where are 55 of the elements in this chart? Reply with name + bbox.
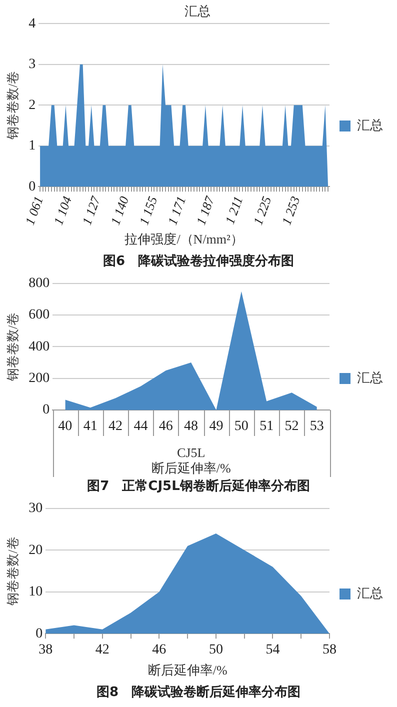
x-tick-label: 52 [284, 419, 299, 434]
y-tick-label: 2 [28, 98, 36, 113]
text: CJ5L [176, 445, 206, 460]
x-axis-title: 拉伸强度/（N/mm²） [124, 232, 244, 247]
x-tick-label: 44 [134, 419, 148, 434]
x-tick-label: 1 171 [164, 194, 189, 227]
y-tick-label: 0 [28, 179, 36, 194]
x-tick-label: 49 [209, 419, 224, 434]
x-tick-label: 1 061 [22, 194, 46, 227]
x-tick-label: 54 [266, 642, 280, 658]
y-axis-title: 钢卷卷数/卷 [5, 312, 20, 382]
x-tick-label: 48 [184, 419, 198, 434]
x-tick-label: 1 225 [250, 194, 274, 227]
x-tick-label: 40 [58, 419, 72, 434]
x-tick-label: 1 127 [79, 194, 104, 227]
x-tick-label: 41 [83, 419, 98, 434]
x-tick-label: 42 [95, 642, 110, 658]
x-tick-label: 1 187 [193, 194, 218, 227]
y-tick-label: 800 [28, 276, 50, 292]
x-axis-title: 断后延伸率/% [148, 662, 228, 678]
y-tick-label: 200 [28, 371, 50, 386]
x-tick-label: 1 253 [278, 194, 303, 227]
x-tick-label: 50 [234, 419, 248, 434]
x-tick-label: 46 [158, 419, 173, 434]
y-tick-label: 0 [36, 626, 43, 642]
y-tick-label: 20 [28, 542, 43, 558]
y-tick-label: 4 [28, 16, 36, 32]
x-tick-label: 1 104 [50, 194, 75, 227]
y-axis-title: 钢卷卷数/卷 [5, 70, 20, 140]
x-tick-label: 42 [108, 419, 123, 434]
y-tick-label: 1 [28, 138, 36, 154]
y-tick-label: 30 [28, 501, 43, 516]
y-tick-label: 3 [28, 57, 36, 72]
x-tick-label: 53 [310, 419, 324, 434]
legend-label: 汇总 [357, 370, 383, 386]
x-tick-label: 58 [322, 642, 336, 658]
x-tick-label: 38 [38, 642, 53, 658]
x-tick-label: 1 140 [108, 194, 132, 227]
chart-title: 汇总 [184, 3, 210, 18]
x-tick-label: 46 [152, 642, 166, 658]
caption: 图8 降碳试验卷断后延伸率分布图 [95, 684, 302, 702]
x-tick-label: 1 155 [136, 194, 160, 227]
x-tick-label: 50 [208, 642, 223, 658]
caption: 图7 正常CJ5L钢卷断后延伸率分布图 [86, 478, 311, 496]
legend-label: 汇总 [357, 586, 383, 601]
y-tick-label: 600 [28, 308, 50, 323]
caption: 图6 降碳试验卷拉伸强度分布图 [102, 252, 296, 271]
x-tick-label: 1 211 [222, 194, 246, 226]
x-axis-title: 断后延伸率/% [151, 460, 231, 476]
y-tick-label: 10 [28, 584, 43, 600]
y-tick-label: 400 [28, 339, 50, 354]
legend-label: 汇总 [357, 118, 383, 133]
y-tick-label: 0 [42, 402, 50, 418]
x-tick-label: 51 [260, 419, 274, 434]
y-axis-title: 钢卷卷数/卷 [5, 536, 20, 606]
